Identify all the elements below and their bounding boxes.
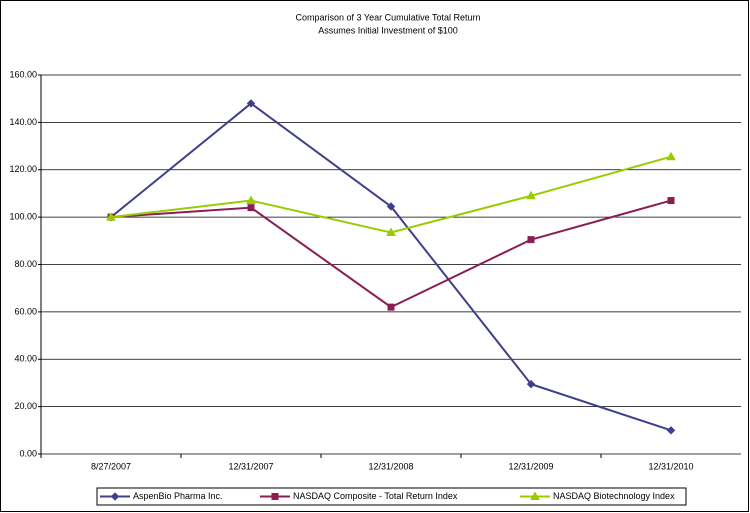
marker bbox=[530, 491, 540, 500]
marker bbox=[106, 212, 116, 221]
x-tick-label: 12/31/2010 bbox=[648, 461, 693, 471]
marker bbox=[527, 236, 535, 244]
marker bbox=[667, 197, 675, 205]
marker bbox=[110, 492, 120, 501]
chart-subtitle: Assumes Initial Investment of $100 bbox=[318, 25, 458, 35]
marker bbox=[526, 190, 536, 200]
marker bbox=[246, 195, 256, 205]
y-tick-label: 40.00 bbox=[14, 354, 37, 364]
y-tick-label: 100.00 bbox=[9, 212, 37, 222]
y-tick-label: 60.00 bbox=[14, 306, 37, 316]
legend-label: NASDAQ Biotechnology Index bbox=[553, 491, 675, 501]
y-tick-label: 80.00 bbox=[14, 259, 37, 269]
legend-label: NASDAQ Composite - Total Return Index bbox=[293, 491, 458, 501]
marker bbox=[247, 204, 255, 212]
y-tick-label: 0.00 bbox=[19, 448, 37, 458]
legend-box bbox=[96, 487, 687, 506]
y-tick-label: 160.00 bbox=[9, 69, 37, 79]
marker bbox=[271, 493, 279, 500]
y-tick-label: 20.00 bbox=[14, 401, 37, 411]
y-tick-label: 120.00 bbox=[9, 164, 37, 174]
marker bbox=[526, 379, 536, 389]
marker bbox=[387, 303, 395, 311]
marker bbox=[386, 227, 396, 237]
marker bbox=[666, 151, 676, 161]
x-tick-label: 12/31/2007 bbox=[228, 461, 273, 471]
chart-title: Comparison of 3 Year Cumulative Total Re… bbox=[296, 12, 481, 22]
marker bbox=[386, 202, 396, 211]
y-tick-label: 140.00 bbox=[9, 117, 37, 127]
x-tick-label: 8/27/2007 bbox=[91, 461, 131, 471]
x-tick-label: 12/31/2009 bbox=[508, 461, 553, 471]
legend-label: AspenBio Pharma Inc. bbox=[133, 491, 223, 501]
x-tick-label: 12/31/2008 bbox=[368, 461, 413, 471]
marker bbox=[666, 426, 676, 435]
marker bbox=[246, 99, 256, 108]
